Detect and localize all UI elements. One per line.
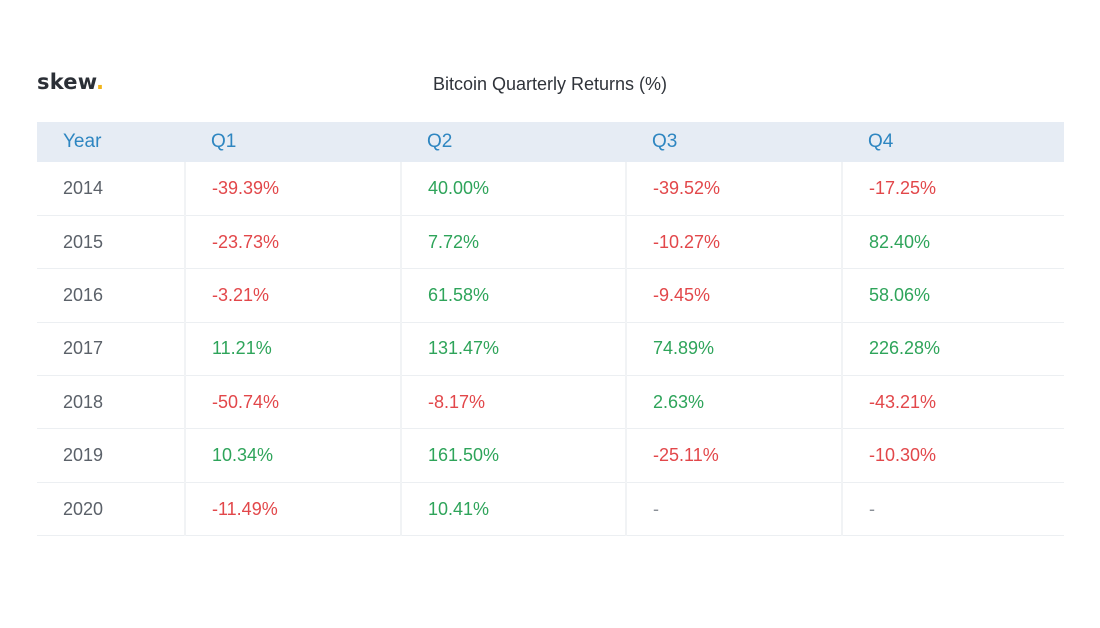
cell-year: 2019 <box>37 428 186 483</box>
table-row: 2014 -39.39% 40.00% -39.52% -17.25% <box>37 162 1064 216</box>
cell-q2-return: 7.72% <box>401 215 627 269</box>
column-header-q2[interactable]: Q2 <box>427 131 453 152</box>
cell-q3-return: -9.45% <box>626 268 843 323</box>
cell-q2-return: 161.50% <box>401 428 627 483</box>
cell-q3-return: - <box>626 482 843 536</box>
cell-q1-return: -3.21% <box>185 268 402 323</box>
header-row: Year Q1 Q2 Q3 Q4 <box>37 122 1064 162</box>
cell-year: 2017 <box>37 322 186 376</box>
cell-year: 2015 <box>37 215 186 269</box>
column-header-q1[interactable]: Q1 <box>211 131 237 152</box>
cell-q4-return: -10.30% <box>869 445 937 466</box>
cell-q4-return: 58.06% <box>869 284 931 305</box>
table-row: 2020 -11.49% 10.41% - - <box>37 482 1064 536</box>
cell-year: 2018 <box>37 375 186 429</box>
chart-title: Bitcoin Quarterly Returns (%) <box>432 74 668 94</box>
cell-q1-return: -39.39% <box>185 162 402 216</box>
cell-q1-return: -23.73% <box>185 215 402 269</box>
column-header-year[interactable]: Year <box>63 131 102 152</box>
cell-q4-return: -43.21% <box>869 391 937 412</box>
column-header-q4[interactable]: Q4 <box>868 131 894 152</box>
table-body: 2014 -39.39% 40.00% -39.52% -17.25% 2015 -23.7… <box>37 162 1064 536</box>
brand-name: skew <box>37 70 97 94</box>
cell-q3-return: -39.52% <box>626 162 843 216</box>
table-row: 2016 -3.21% 61.58% -9.45% 58.06% <box>37 268 1064 323</box>
cell-q2-return: 61.58% <box>401 268 627 323</box>
cell-q1-return: -50.74% <box>185 375 402 429</box>
cell-q4-return: -17.25% <box>869 177 937 198</box>
cell-year: 2020 <box>37 482 186 536</box>
cell-q2-return: -8.17% <box>401 375 627 429</box>
cell-year: 2016 <box>37 268 186 323</box>
cell-q4-return: 226.28% <box>869 338 941 359</box>
cell-q2-return: 131.47% <box>401 322 627 376</box>
cell-q3-return: -10.27% <box>626 215 843 269</box>
cell-q3-return: -25.11% <box>626 428 843 483</box>
table-row: 2018 -50.74% -8.17% 2.63% -43.21% <box>37 375 1064 429</box>
cell-q2-return: 40.00% <box>401 162 627 216</box>
cell-q1-return: 10.34% <box>185 428 402 483</box>
returns-table: Year Q1 Q2 Q3 Q4 2014 -39.39% 40.00% -39.52… <box>37 122 1064 536</box>
cell-q1-return: 11.21% <box>185 322 402 376</box>
cell-q1-return: -11.49% <box>185 482 402 536</box>
table-row: 2015 -23.73% 7.72% -10.27% 82.40% <box>37 215 1064 269</box>
cell-year: 2014 <box>37 162 186 216</box>
column-header-q3[interactable]: Q3 <box>652 131 678 152</box>
brand-dot: . <box>96 70 105 94</box>
cell-q3-return: 2.63% <box>626 375 843 429</box>
table-row: 2019 10.34% 161.50% -25.11% -10.30% <box>37 428 1064 483</box>
table-header: Year Q1 Q2 Q3 Q4 <box>37 122 1064 162</box>
cell-q2-return: 10.41% <box>401 482 627 536</box>
cell-q4-return: - <box>869 498 875 519</box>
table-row: 2017 11.21% 131.47% 74.89% 226.28% <box>37 322 1064 376</box>
cell-q4-return: 82.40% <box>869 231 931 252</box>
brand-logo: skew. <box>37 70 104 94</box>
cell-q3-return: 74.89% <box>626 322 843 376</box>
